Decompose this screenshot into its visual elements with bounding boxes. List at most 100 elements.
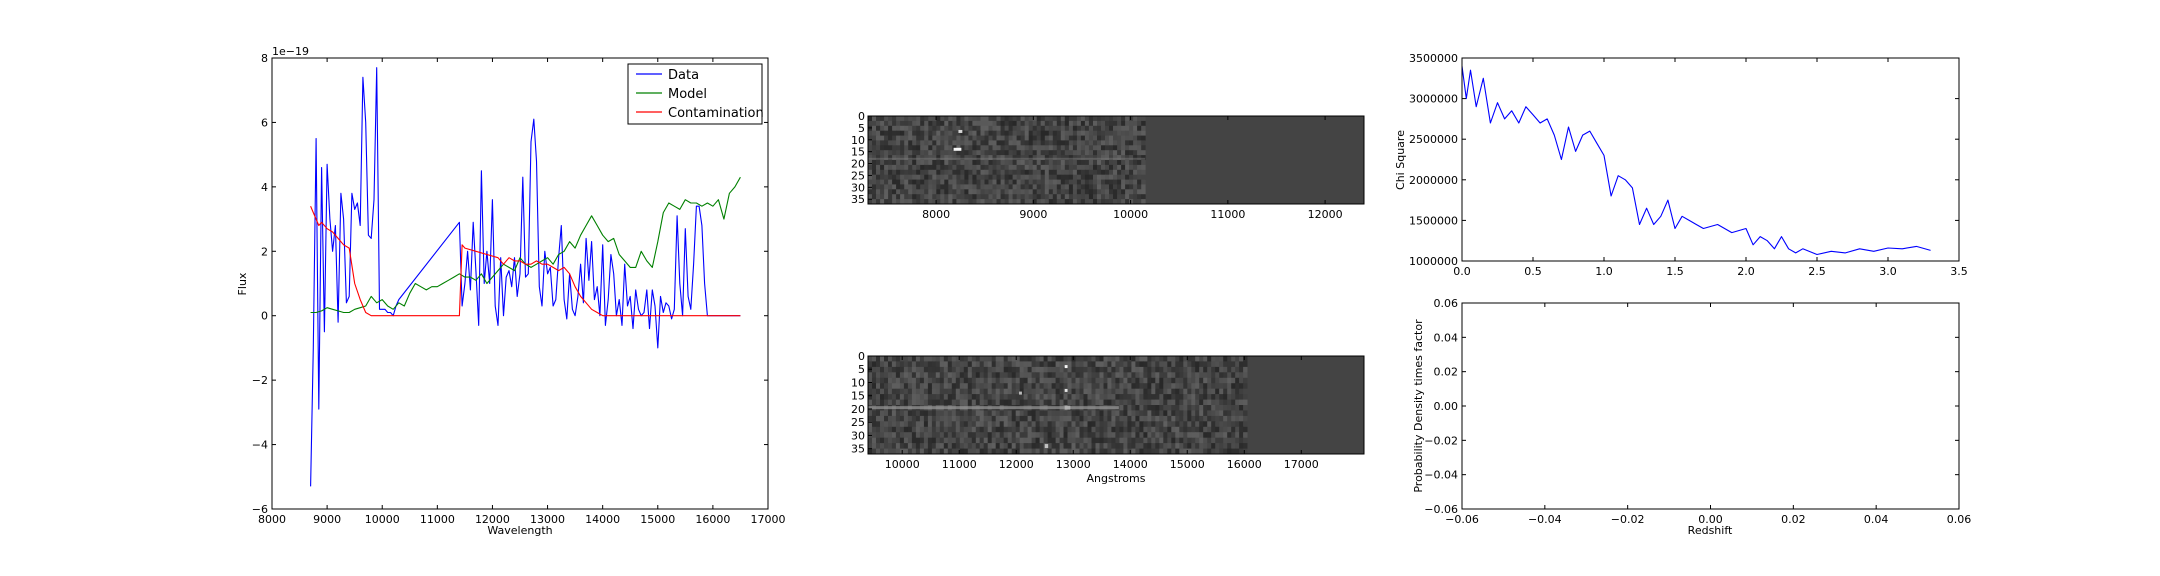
image-pixel [1080, 150, 1086, 156]
image-pixel [940, 164, 945, 171]
image-pixel [971, 443, 977, 449]
image-pixel [1093, 130, 1098, 136]
image-pixel [923, 410, 929, 417]
image-pixel [1031, 372, 1036, 379]
image-pixel [1101, 184, 1106, 190]
image-pixel [1084, 135, 1090, 141]
image-pixel [1115, 426, 1120, 433]
image-pixel [1036, 184, 1042, 190]
image-pixel [915, 372, 921, 379]
image-pixel [964, 140, 969, 146]
image-pixel [1163, 377, 1168, 384]
image-pixel [1135, 383, 1140, 389]
image-pixel [1151, 421, 1156, 428]
image-pixel [1215, 421, 1220, 428]
image-pixel [935, 394, 941, 400]
image-pixel [1107, 366, 1112, 373]
redshift-x-axis-label: Redshift [1688, 524, 1733, 537]
image-pixel [1117, 169, 1122, 176]
image-pixel [992, 174, 997, 180]
image-pixel [999, 388, 1005, 395]
image-pixel [931, 437, 937, 444]
image-pixel [944, 125, 949, 132]
image-pixel [1175, 356, 1180, 362]
image-pixel [924, 194, 929, 200]
image-pixel [944, 160, 949, 166]
image-pixel [940, 174, 945, 180]
image-pixel [991, 432, 997, 438]
image-pixel [951, 448, 957, 455]
image-pixel [1115, 443, 1120, 449]
image-pixel [1011, 437, 1017, 444]
image-pixel [1115, 383, 1120, 389]
image-pixel [1000, 189, 1005, 195]
image-pixel [999, 415, 1005, 422]
image-pixel [1020, 120, 1025, 127]
image-pixel [1135, 426, 1140, 433]
image-pixel [1076, 140, 1082, 146]
image-pixel [1183, 426, 1188, 433]
image-pixel [916, 169, 921, 176]
image-pixel [959, 394, 965, 400]
image-pixel [907, 448, 913, 455]
image-pixel [995, 415, 1001, 422]
image-pixel [1223, 426, 1228, 433]
image-pixel [1051, 394, 1056, 400]
image-pixel [1131, 448, 1136, 455]
image-pixel [868, 426, 873, 433]
image-pixel [1039, 383, 1044, 389]
image-pixel [1243, 437, 1248, 444]
image-pixel [1048, 199, 1054, 205]
image-pixel [992, 125, 997, 132]
image-pixel [1151, 394, 1156, 400]
image-pixel [920, 199, 925, 205]
image-pixel [1129, 189, 1134, 195]
image-pixel [968, 169, 973, 176]
image-pixel [964, 169, 969, 176]
image-pixel [1133, 130, 1138, 136]
image-pixel [980, 179, 985, 185]
image-pixel [1187, 432, 1192, 438]
image-pixel [1071, 366, 1076, 373]
image-pixel [1243, 388, 1248, 395]
image-pixel [1004, 155, 1009, 161]
image-pixel [995, 377, 1001, 384]
image-pixel [1039, 361, 1044, 368]
image-pixel [1207, 366, 1212, 373]
image-pixel [996, 189, 1001, 195]
image-pixel [1031, 388, 1036, 395]
image-pixel [964, 174, 969, 180]
x-tick-label: 9000 [313, 513, 341, 526]
image-pixel [1023, 443, 1028, 449]
image-pixel [976, 140, 981, 146]
image-pixel [919, 372, 925, 379]
image-pixel [1035, 426, 1040, 433]
image-pixel [1075, 377, 1080, 384]
image-pixel [1171, 388, 1176, 395]
image-pixel [896, 179, 901, 185]
image-pixel [1036, 174, 1042, 180]
image-pixel [872, 383, 877, 389]
image-pixel [927, 366, 933, 373]
image-pixel [1191, 399, 1196, 406]
image-pixel [1071, 443, 1076, 449]
image-pixel [1044, 130, 1050, 136]
image-pixel [903, 421, 909, 428]
image-pixel [919, 421, 925, 428]
image-pixel [1195, 443, 1200, 449]
image-pixel [1187, 443, 1192, 449]
image-pixel [907, 361, 913, 368]
image-pixel [1052, 174, 1058, 180]
image-pixel [947, 432, 953, 438]
image-pixel [1055, 443, 1060, 449]
image-pixel [991, 366, 997, 373]
image-pixel [900, 164, 905, 171]
image-pixel [884, 399, 889, 406]
image-pixel [1125, 155, 1130, 161]
image-pixel [891, 394, 897, 400]
image-pixel [1023, 383, 1028, 389]
image-pixel [876, 199, 881, 205]
image-pixel [1215, 394, 1220, 400]
image-pixel [943, 372, 949, 379]
image-pixel [1203, 372, 1208, 379]
